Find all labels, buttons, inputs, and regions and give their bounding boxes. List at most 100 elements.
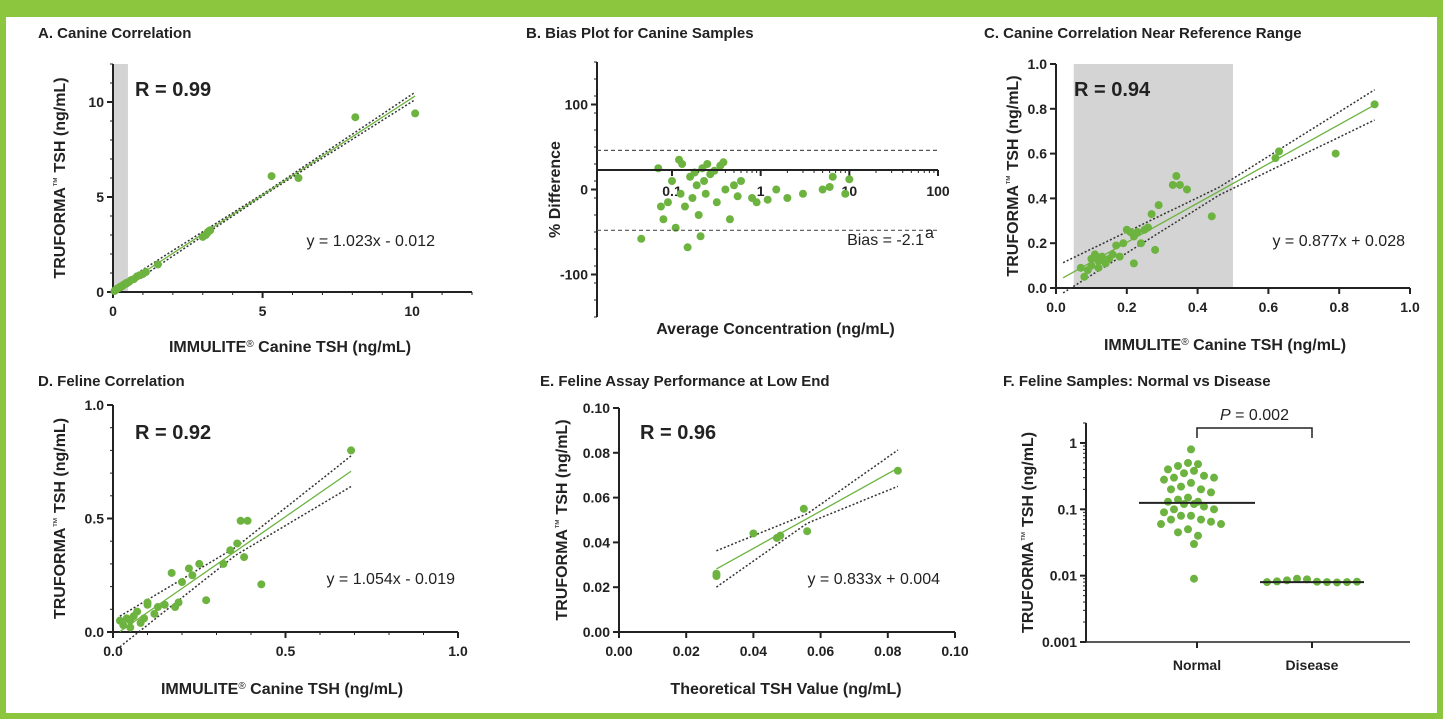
x-axis-label: Theoretical TSH Value (ng/mL) [670,681,901,698]
data-point [153,603,162,612]
data-point [676,189,685,198]
data-point [160,600,169,609]
confidence-band-upper [716,449,899,552]
confidence-band-upper [1062,89,1375,264]
data-point [668,177,676,185]
data-point [1174,528,1182,537]
data-point [1200,471,1208,480]
data-point [1094,263,1103,272]
x-tick-label: 0.10 [941,643,968,659]
correlation-label: R = 0.92 [135,422,211,444]
data-point [202,596,211,605]
significance-bracket [1196,427,1313,438]
data-point [1115,252,1124,261]
data-point [1168,180,1177,189]
y-tick-label: 0.0 [85,624,105,640]
y-tick-label: 0.0 [1028,280,1048,296]
data-point [184,564,193,573]
data-point [1170,473,1178,482]
category-label: Normal [1173,657,1221,673]
data-point [1197,485,1205,494]
data-point [656,202,665,211]
data-point [219,559,228,568]
data-point [1177,511,1185,520]
data-point [1108,250,1117,259]
data-point [1180,469,1188,478]
confidence-band-lower [715,485,899,588]
panel-title-c: C. Canine Correlation Near Reference Ran… [984,25,1302,42]
data-point [1119,239,1128,248]
y-tick-label: 0.08 [583,445,610,461]
data-point [721,185,730,194]
regression-line [119,95,416,289]
y-tick-label: 0.10 [583,400,610,416]
y-axis-label: % Difference [547,141,564,238]
y-axis-label: TRUFORMA™ TSH (ng/mL) [1020,432,1038,633]
data-point [680,202,689,211]
p-value-label: P = 0.002 [1220,407,1289,424]
data-point [733,192,742,201]
data-point [1275,147,1284,156]
y-tick-label: 0.8 [1028,101,1048,117]
data-point [659,215,668,224]
y-tick-label: 1 [1069,435,1077,451]
data-point [243,516,252,525]
y-tick-label: 1.0 [85,397,105,413]
y-tick-label: -100 [560,267,588,283]
data-point [143,598,152,607]
data-point [1194,531,1202,540]
panel-title-a: A. Canine Correlation [38,25,191,42]
data-point [1370,100,1379,109]
data-point [776,531,785,540]
data-point [233,539,242,548]
data-point [1177,482,1185,491]
y-tick-label: 0 [580,182,588,198]
y-tick-label: 0.02 [583,579,610,595]
data-point [1174,461,1182,470]
data-point [126,623,135,632]
data-point [1184,493,1192,502]
data-point [226,546,235,555]
data-point [1184,525,1192,534]
data-point [825,182,834,191]
reference-range-shade [113,64,128,292]
data-point [1133,228,1142,236]
data-point [1167,485,1175,494]
data-point [701,189,710,198]
y-tick-label: 0.6 [1028,146,1048,162]
data-point [1154,201,1163,210]
data-point [688,194,697,202]
regression-equation: y = 1.023x - 0.012 [306,233,435,250]
data-point [195,559,204,568]
data-point [206,226,215,235]
data-point [818,185,827,194]
data-point [1283,576,1291,585]
data-point [1210,473,1218,482]
data-point [1200,502,1208,511]
data-point [150,609,159,618]
data-point [236,516,245,525]
data-point [803,527,812,536]
panel-title-b: B. Bias Plot for Canine Samples [526,25,754,42]
panel-title-e: E. Feline Assay Performance at Low End [540,373,830,390]
data-point [1331,149,1340,158]
data-point [1207,488,1215,497]
data-point [294,174,303,182]
data-point [1190,466,1198,475]
data-point [798,189,807,198]
data-point [799,504,808,513]
data-point [1164,465,1172,474]
data-point [257,580,266,589]
x-tick-label: 5 [259,303,267,319]
data-point [1175,180,1184,189]
x-tick-label: 0.04 [740,643,767,659]
data-point [1087,261,1096,270]
data-point [763,195,772,204]
confidence-band-upper [119,455,352,617]
y-tick-label: 0 [96,284,104,300]
data-point [267,172,276,181]
x-tick-label: 0.5 [276,643,296,659]
data-point [841,189,850,198]
x-tick-label: 0.0 [1046,299,1066,315]
